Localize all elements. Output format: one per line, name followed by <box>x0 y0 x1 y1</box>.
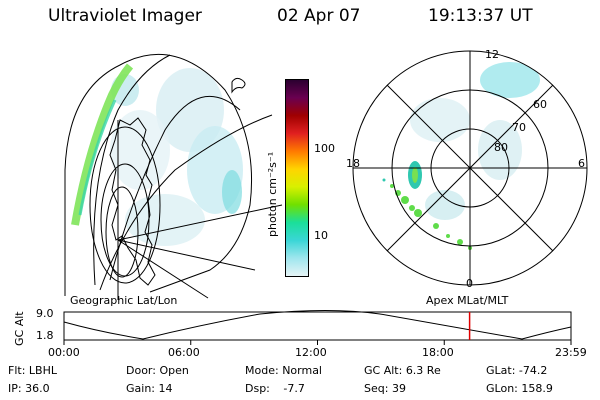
image-time: 19:13:37 UT <box>428 6 533 26</box>
colorbar-tick-100: 100 <box>314 142 335 155</box>
timeline-x-tick-0600: 06:00 <box>168 346 200 359</box>
mode-value: Normal <box>282 364 322 377</box>
gcalt-info: GC Alt: 6.3 Re <box>364 364 441 377</box>
gain-value: 14 <box>158 382 173 395</box>
timeline-y-max: 9.0 <box>36 307 54 320</box>
polar-map <box>352 50 588 286</box>
polar-emission-layer <box>408 62 540 220</box>
auroral-spots <box>382 178 472 250</box>
colorbar <box>285 79 309 277</box>
dsp-label: Dsp: <box>245 382 270 395</box>
mlat-label-70: 70 <box>512 121 526 134</box>
door-value: Open <box>159 364 189 377</box>
left-panel-caption: Geographic Lat/Lon <box>70 294 178 307</box>
door-info: Door: Open <box>126 364 189 377</box>
timeline-x-tick-1800: 18:00 <box>422 346 454 359</box>
image-title: Ultraviolet Imager <box>48 6 202 26</box>
dsp-value: -7.7 <box>283 382 305 395</box>
dsp-info: Dsp: -7.7 <box>245 382 305 395</box>
door-label: Door: <box>126 364 156 377</box>
timeline-x-tick-0000: 00:00 <box>48 346 80 359</box>
timeline-ticks <box>63 340 572 345</box>
timeline-x-tick-2359: 23:59 <box>555 346 587 359</box>
glon-value: 158.9 <box>521 382 553 395</box>
glat-info: GLat: -74.2 <box>486 364 547 377</box>
glon-info: GLon: 158.9 <box>486 382 553 395</box>
mlt-label-6: 6 <box>578 157 585 170</box>
filter-label: Flt: <box>8 364 26 377</box>
seq-info: Seq: 39 <box>364 382 406 395</box>
glat-label: GLat: <box>486 364 516 377</box>
timeline-y-min: 1.8 <box>36 329 54 342</box>
mlt-label-0: 0 <box>466 277 473 290</box>
mlt-label-12: 12 <box>485 48 499 61</box>
mode-info: Mode: Normal <box>245 364 322 377</box>
colorbar-tick-10: 10 <box>314 229 328 242</box>
gcalt-label: GC Alt: <box>364 364 403 377</box>
ip-info: IP: 36.0 <box>8 382 50 395</box>
mlat-label-80: 80 <box>494 141 508 154</box>
colorbar-gradient <box>286 80 308 276</box>
glat-value: -74.2 <box>518 364 548 377</box>
gain-info: Gain: 14 <box>126 382 173 395</box>
mlat-label-60: 60 <box>533 98 547 111</box>
altitude-curve <box>63 310 572 340</box>
mlt-label-18: 18 <box>346 157 360 170</box>
seq-label: Seq: <box>364 382 389 395</box>
image-date: 02 Apr 07 <box>277 6 361 26</box>
timeline-frame <box>63 311 572 341</box>
ip-label: IP: <box>8 382 22 395</box>
gcalt-value: 6.3 Re <box>405 364 441 377</box>
timeline-x-tick-1200: 12:00 <box>295 346 327 359</box>
coastline-outline <box>109 117 156 286</box>
gain-label: Gain: <box>126 382 155 395</box>
geographic-grid <box>64 53 283 300</box>
filter-info: Flt: LBHL <box>8 364 57 377</box>
seq-value: 39 <box>391 382 406 395</box>
ip-value: 36.0 <box>25 382 50 395</box>
polar-grid <box>352 50 588 286</box>
coastline-islands <box>231 77 246 94</box>
glon-label: GLon: <box>486 382 518 395</box>
geographic-map <box>64 53 283 300</box>
filter-value: LBHL <box>28 364 57 377</box>
right-panel-caption: Apex MLat/MLT <box>426 294 509 307</box>
mode-label: Mode: <box>245 364 279 377</box>
